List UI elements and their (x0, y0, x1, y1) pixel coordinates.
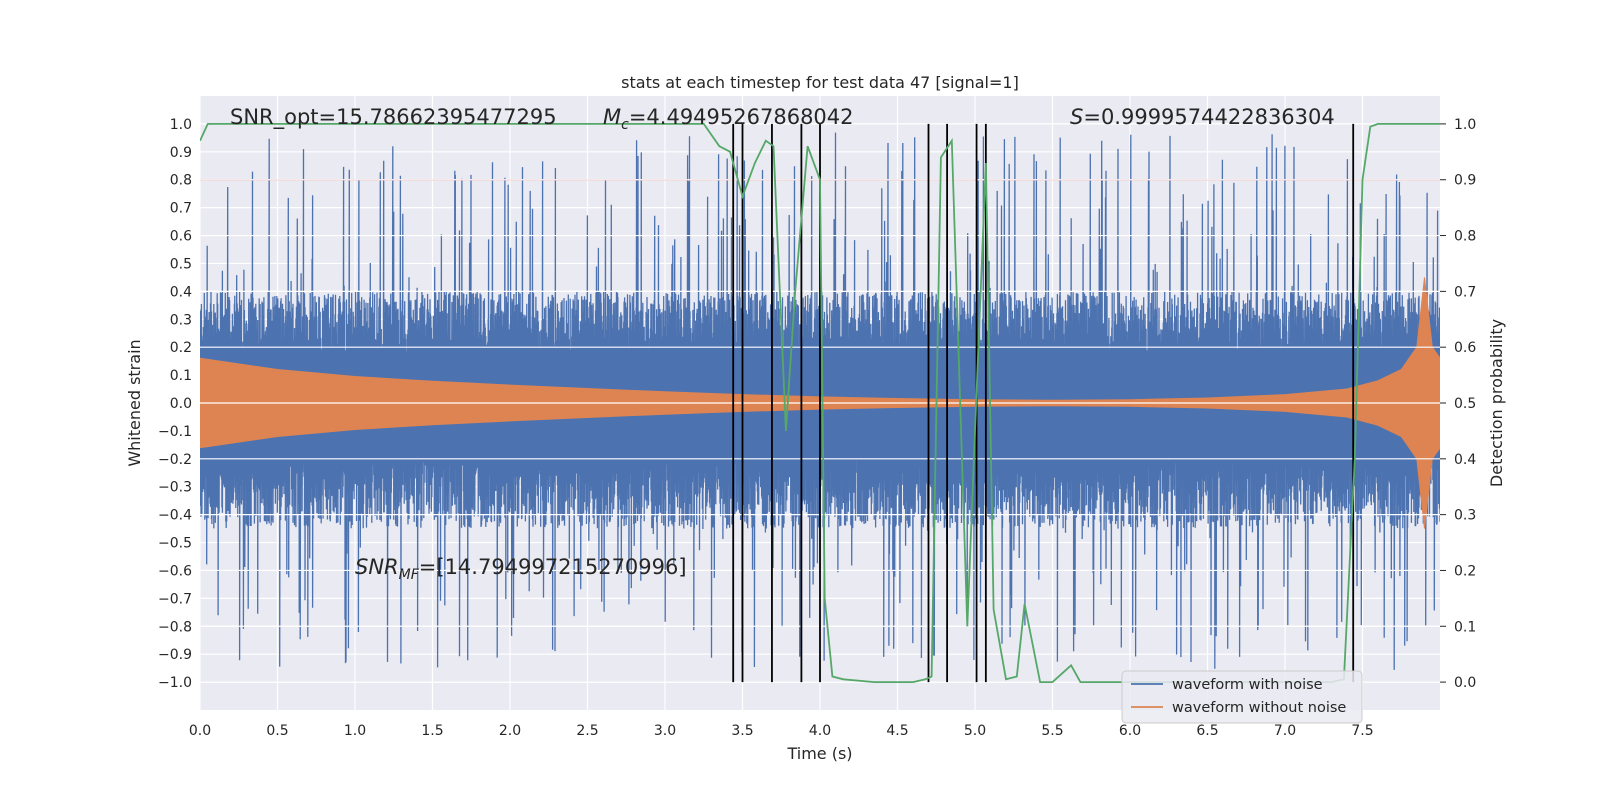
legend-label-noise: waveform with noise (1172, 677, 1323, 693)
annotation-s-value: =0.9999574422836304 (1083, 105, 1334, 129)
y-right-tick-label: 0.1 (1454, 619, 1476, 635)
x-tick-label: 4.0 (809, 723, 831, 739)
annotation-chirp-mass-sub: c (621, 117, 629, 133)
y-right-tick-label: 0.0 (1454, 675, 1476, 691)
x-tick-label: 2.5 (576, 723, 598, 739)
y-left-tick-label: −0.3 (158, 480, 192, 496)
x-tick-label: 3.0 (654, 723, 676, 739)
annotation-s-symbol: S (1070, 105, 1083, 129)
y-left-tick-label: −0.4 (158, 508, 192, 524)
x-tick-label: 4.5 (886, 723, 908, 739)
y-right-tick-label: 0.8 (1454, 229, 1476, 245)
legend-label-clean: waveform without noise (1172, 700, 1346, 716)
y-left-tick-label: −1.0 (158, 675, 192, 691)
x-tick-label: 3.5 (731, 723, 753, 739)
x-tick-label: 5.0 (964, 723, 986, 739)
y-left-tick-label: −0.9 (158, 647, 192, 663)
x-tick-label: 7.0 (1274, 723, 1296, 739)
x-tick-label: 6.0 (1119, 723, 1141, 739)
annotation-snr-mf-sub: MF (399, 567, 420, 583)
x-tick-label: 1.0 (344, 723, 366, 739)
annotation-snr-opt: SNR_opt=15.78662395477295 (230, 105, 557, 130)
y-left-tick-label: 0.6 (170, 229, 192, 245)
annotation-snr-mf: SNRMF=[14.794997215270996] (355, 555, 687, 583)
y-left-tick-label: −0.5 (158, 536, 192, 552)
y-left-tick-label: 0.1 (170, 368, 192, 384)
chart-title: stats at each timestep for test data 47 … (621, 73, 1019, 92)
y-left-tick-label: 0.3 (170, 312, 192, 328)
x-tick-labels: 0.0 0.5 1.0 1.5 2.0 2.5 3.0 3.5 4.0 4.5 5.0 5.5 6.0 6… (189, 723, 1374, 739)
y-left-tick-label: −0.8 (158, 619, 192, 635)
y-left-tick-label: −0.2 (158, 452, 192, 468)
x-tick-label: 7.5 (1351, 723, 1373, 739)
y-left-axis-label: Whitened strain (125, 339, 144, 466)
y-right-tick-label: 0.7 (1454, 284, 1476, 300)
y-right-tick-label: 0.9 (1454, 173, 1476, 189)
x-tick-label: 1.5 (421, 723, 443, 739)
annotation-snr-mf-symbol: SNR (355, 555, 399, 579)
annotation-chirp-mass: Mc=4.49495267868042 (603, 105, 854, 133)
y-left-tick-label: −0.7 (158, 591, 192, 607)
y-right-tick-label: 0.3 (1454, 508, 1476, 524)
annotation-s: S=0.9999574422836304 (1070, 105, 1335, 129)
y-left-tick-label: 0.7 (170, 201, 192, 217)
y-left-tick-label: 0.2 (170, 340, 192, 356)
x-axis-label: Time (s) (786, 744, 852, 763)
y-right-tick-label: 0.4 (1454, 452, 1476, 468)
y-right-tick-label: 0.2 (1454, 563, 1476, 579)
y-left-tick-label: 0.4 (170, 284, 192, 300)
vertical-markers (732, 123, 1355, 683)
y-right-tick-label: 0.5 (1454, 396, 1476, 412)
y-left-tick-label: 1.0 (170, 117, 192, 133)
legend: waveform with noise waveform without noi… (1121, 670, 1363, 724)
legend-box (1121, 670, 1363, 724)
annotation-snr-mf-value: =[14.794997215270996] (419, 555, 687, 579)
y-left-tick-label: −0.6 (158, 563, 192, 579)
x-tick-label: 6.5 (1196, 723, 1218, 739)
x-tick-label: 0.5 (266, 723, 288, 739)
annotation-chirp-mass-value: =4.49495267868042 (629, 105, 854, 129)
x-tick-label: 5.5 (1041, 723, 1063, 739)
x-tick-label: 2.0 (499, 723, 521, 739)
y-left-tick-labels: 1.0 0.9 0.8 0.7 0.6 0.5 0.4 0.3 0.2 0.1 0.0 −0.1 −0.… (158, 117, 192, 691)
y-right-tick-label: 0.6 (1454, 340, 1476, 356)
y-right-axis-label: Detection probability (1487, 319, 1506, 487)
y-left-tick-label: 0.5 (170, 256, 192, 272)
y-right-tick-labels: 1.0 0.9 0.8 0.7 0.6 0.5 0.4 0.3 0.2 0.1 0.0 (1440, 117, 1476, 691)
annotation-chirp-mass-symbol: M (603, 105, 621, 129)
y-left-tick-label: 0.8 (170, 173, 192, 189)
x-tick-label: 0.0 (189, 723, 211, 739)
y-left-tick-label: −0.1 (158, 424, 192, 440)
y-right-tick-label: 1.0 (1454, 117, 1476, 133)
y-left-tick-label: 0.0 (170, 396, 192, 412)
y-left-tick-label: 0.9 (170, 145, 192, 161)
